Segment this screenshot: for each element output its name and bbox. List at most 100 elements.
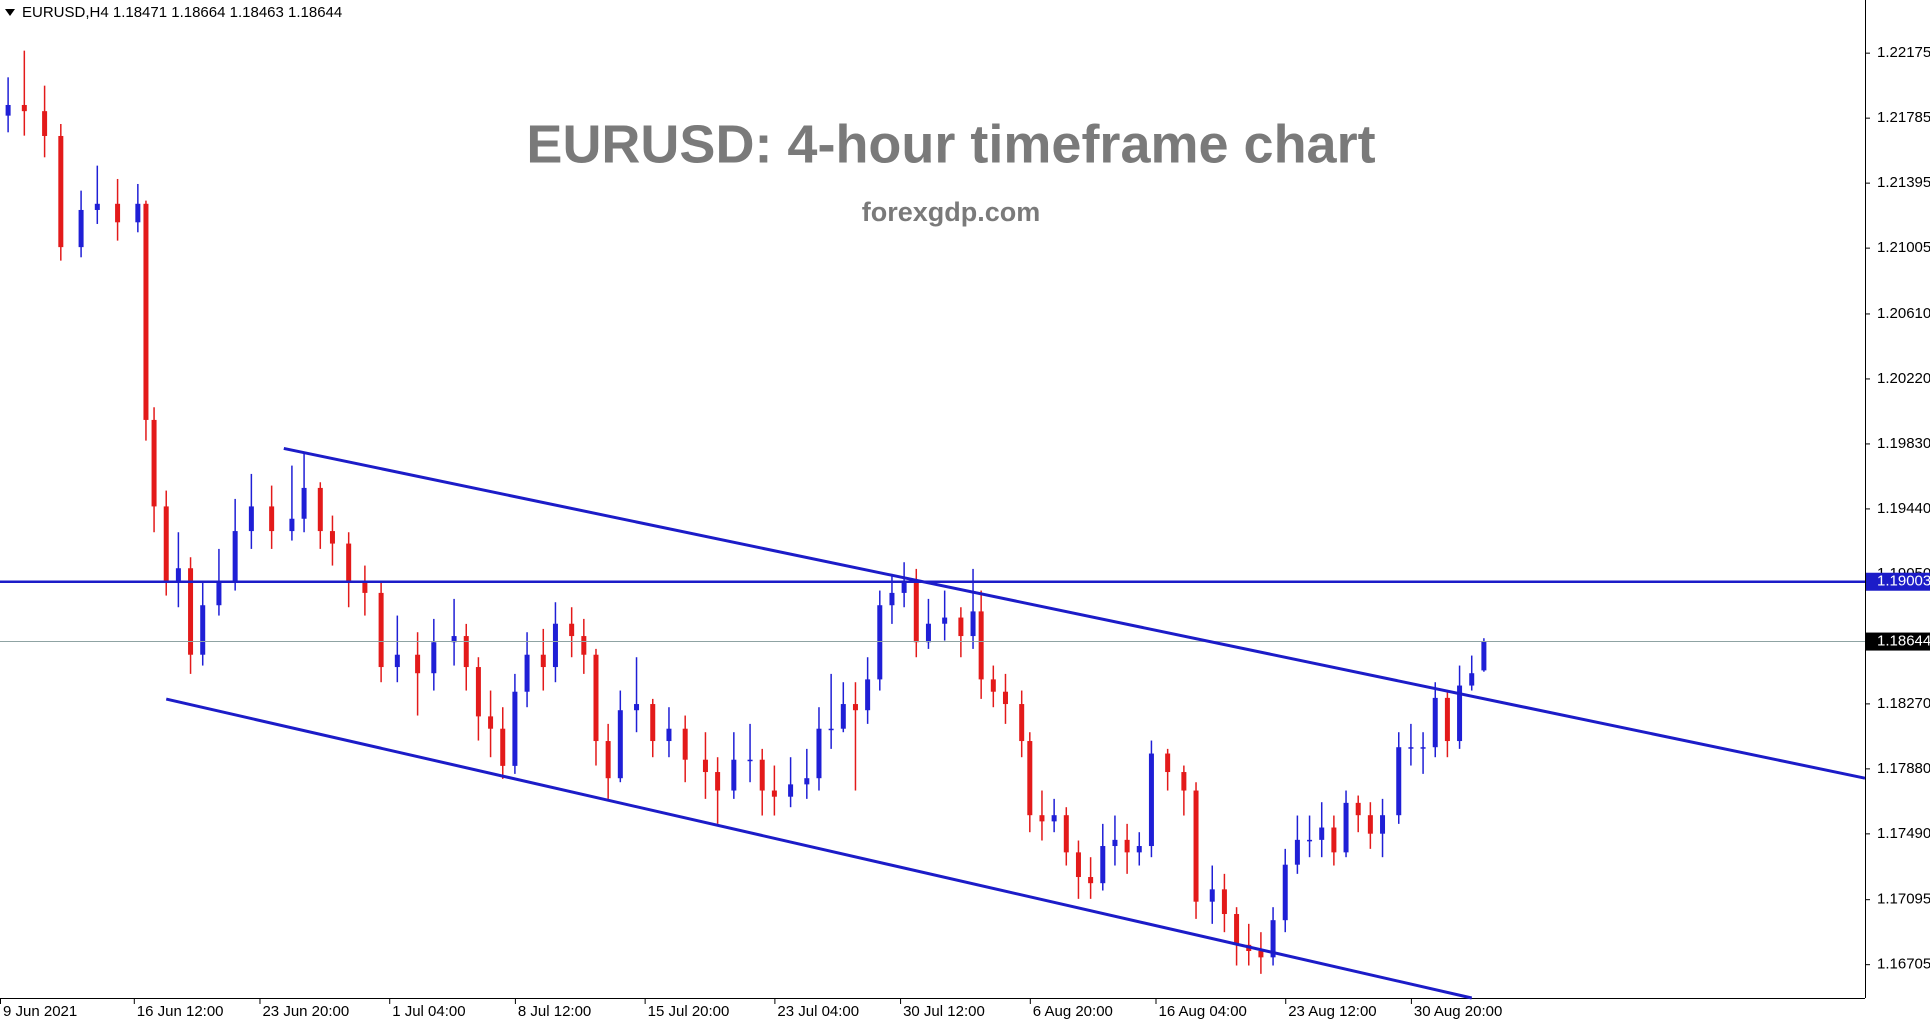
price-label: 1.18644 [1877, 633, 1930, 650]
candle-body [394, 654, 400, 668]
x-tick-label: 30 Jul 12:00 [903, 1003, 985, 1020]
candle-body [415, 654, 421, 674]
candle-body [1343, 802, 1349, 853]
candle-body [804, 778, 810, 785]
x-tick-label: 30 Aug 20:00 [1414, 1003, 1502, 1020]
x-tick-label: 23 Jul 04:00 [777, 1003, 859, 1020]
y-tick-label: 1.17095 [1877, 891, 1930, 908]
candle-body [488, 716, 494, 729]
candle-body [301, 487, 307, 519]
candle-body [163, 506, 169, 581]
candle-body [816, 728, 822, 779]
candle-body [617, 710, 623, 779]
candle-body [865, 679, 871, 711]
candle-body [1481, 641, 1487, 671]
candle-body [552, 623, 558, 668]
candle-body [759, 759, 765, 791]
candle-body [317, 487, 323, 532]
candle-body [269, 506, 275, 532]
candle-body [852, 704, 858, 711]
y-tick-label: 1.21005 [1877, 239, 1930, 256]
candle-body [913, 580, 919, 643]
x-tick-label: 23 Jun 20:00 [262, 1003, 349, 1020]
candle-body [200, 605, 206, 655]
candle-body [1294, 839, 1300, 865]
candle-body [378, 592, 384, 668]
candle-body [1457, 685, 1463, 742]
candle-body [958, 617, 964, 637]
candle-body [788, 784, 794, 797]
candle-body [1270, 920, 1276, 958]
candle-body [978, 611, 984, 680]
candle-body [289, 518, 295, 532]
y-tick-label: 1.20610 [1877, 305, 1930, 322]
y-tick-label: 1.22175 [1877, 44, 1930, 61]
candle-body [1019, 704, 1025, 742]
candle-body [1088, 877, 1094, 884]
candle-body [901, 580, 907, 593]
candle-body [1380, 815, 1386, 834]
y-tick-label: 1.20220 [1877, 370, 1930, 387]
candle-body [925, 623, 931, 643]
candle-body [232, 531, 238, 581]
candle-body [877, 605, 883, 680]
candle-body [21, 104, 27, 112]
candle-body [889, 592, 895, 606]
candle-body [1051, 815, 1057, 822]
candle-body [431, 642, 437, 674]
candle-body [1063, 815, 1069, 853]
candle-body [5, 104, 11, 116]
candle-body [1136, 846, 1142, 853]
candle-body [840, 704, 846, 729]
chart-title: EURUSD: 4-hour timeframe chart [526, 114, 1375, 174]
candle-body [94, 203, 100, 210]
candle-body [1002, 691, 1008, 705]
x-tick-label: 9 Jun 2021 [3, 1003, 77, 1020]
candle-body [1319, 827, 1325, 840]
x-tick-label: 16 Aug 04:00 [1158, 1003, 1246, 1020]
candle-body [650, 704, 656, 742]
candle-body [1148, 753, 1154, 847]
candle-body [524, 654, 530, 692]
y-tick-label: 1.18270 [1877, 695, 1930, 712]
y-tick-label: 1.17880 [1877, 760, 1930, 777]
candle-body [463, 636, 469, 668]
candle-body [512, 691, 518, 766]
x-tick-label: 16 Jun 12:00 [137, 1003, 224, 1020]
candle-body [942, 617, 948, 624]
candle-body [1331, 827, 1337, 853]
candle-body [1075, 852, 1081, 878]
candle-body [151, 419, 157, 507]
price-label-box [1866, 632, 1930, 651]
candle-body [42, 111, 48, 136]
candle-body [828, 728, 834, 731]
y-tick-label: 1.19440 [1877, 500, 1930, 517]
candle-body [475, 667, 481, 717]
candle-body [1165, 753, 1171, 773]
candle-body [634, 704, 640, 711]
candle-body [715, 772, 721, 791]
candle-body [1355, 802, 1361, 816]
candle-body [1282, 864, 1288, 921]
candle-body [135, 203, 141, 223]
candle-body [581, 636, 587, 655]
candle-body [540, 654, 546, 668]
candle-body [1420, 747, 1426, 749]
candle-body [362, 580, 368, 593]
candle-body [1432, 697, 1438, 748]
chart-subtitle: forexgdp.com [862, 197, 1041, 227]
candle-body [115, 203, 121, 223]
candle-body [1039, 815, 1045, 822]
candle-body [216, 580, 222, 606]
candle-body [248, 506, 254, 532]
x-tick-label: 15 Jul 20:00 [648, 1003, 730, 1020]
price-label: 1.19003 [1877, 573, 1930, 590]
y-tick-label: 1.17490 [1877, 825, 1930, 842]
candle-body [329, 531, 335, 544]
menu-arrow[interactable] [5, 9, 15, 16]
y-tick-label: 1.19830 [1877, 435, 1930, 452]
candle-body [1221, 889, 1227, 915]
candle-body [175, 568, 181, 581]
